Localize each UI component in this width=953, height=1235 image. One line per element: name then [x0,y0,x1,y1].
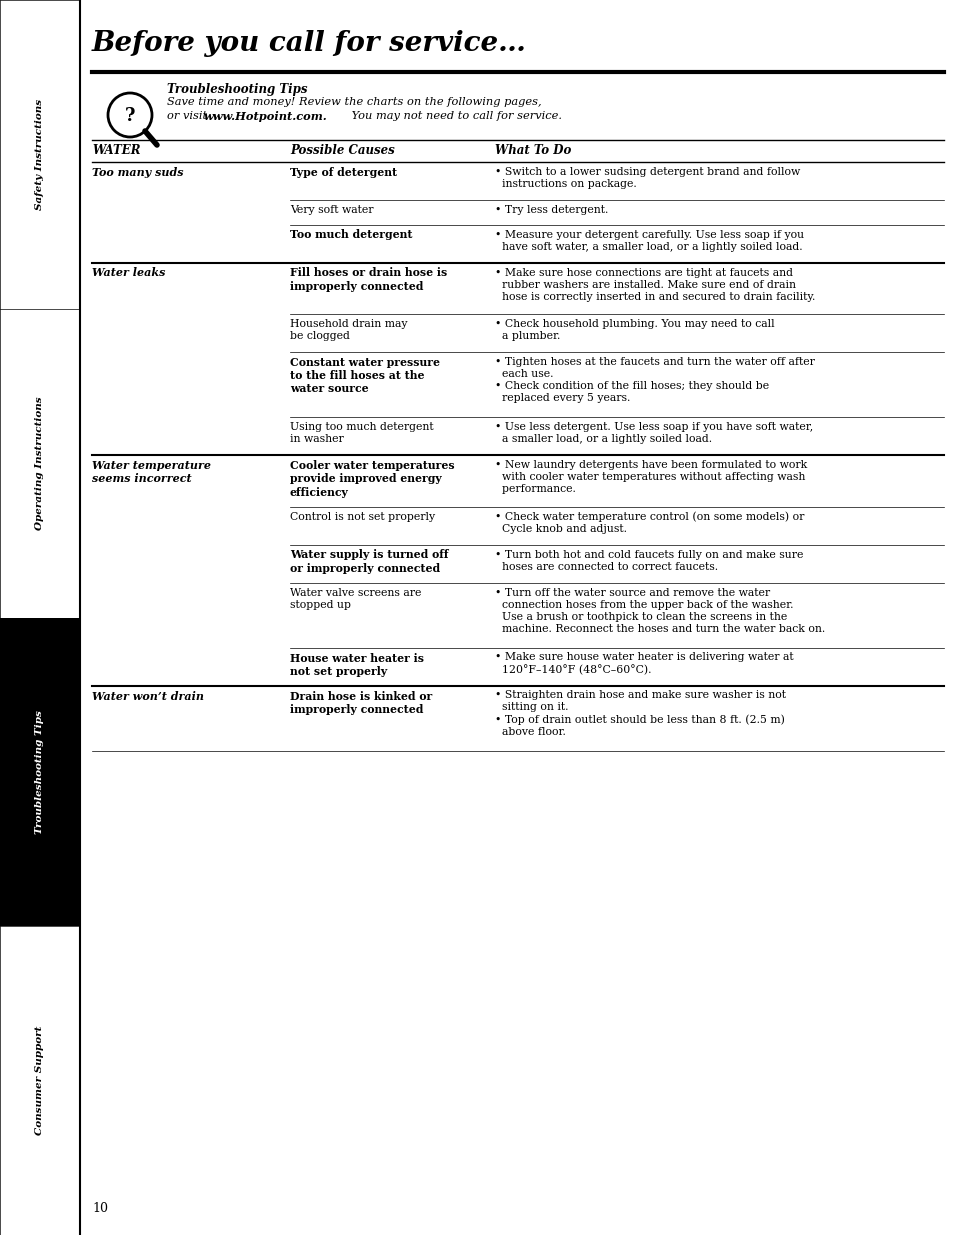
Text: Save time and money! Review the charts on the following pages,: Save time and money! Review the charts o… [167,98,541,107]
Text: House water heater is
not set properly: House water heater is not set properly [290,652,423,677]
Text: Water won’t drain: Water won’t drain [91,690,204,701]
Text: What To Do: What To Do [495,144,571,157]
Text: You may not need to call for service.: You may not need to call for service. [348,111,561,121]
Text: Troubleshooting Tips: Troubleshooting Tips [35,710,45,834]
Text: Water valve screens are
stopped up: Water valve screens are stopped up [290,588,421,610]
Text: • Check household plumbing. You may need to call
  a plumber.: • Check household plumbing. You may need… [495,319,774,341]
Text: Too much detergent: Too much detergent [290,230,412,241]
Text: Drain hose is kinked or
improperly connected: Drain hose is kinked or improperly conne… [290,690,432,715]
Text: Water temperature
seems incorrect: Water temperature seems incorrect [91,459,211,484]
Text: Cooler water temperatures
provide improved energy
efficiency: Cooler water temperatures provide improv… [290,459,455,498]
Text: WATER: WATER [91,144,140,157]
Text: • Measure your detergent carefully. Use less soap if you
  have soft water, a sm: • Measure your detergent carefully. Use … [495,230,803,252]
Text: www.Hotpoint.com.: www.Hotpoint.com. [204,111,328,122]
Text: Fill hoses or drain hose is
improperly connected: Fill hoses or drain hose is improperly c… [290,268,447,291]
Text: • Make sure house water heater is delivering water at
  120°F–140°F (48°C–60°C).: • Make sure house water heater is delive… [495,652,793,676]
Text: Water leaks: Water leaks [91,268,165,279]
Text: • Straighten drain hose and make sure washer is not
  sitting on it.
• Top of dr: • Straighten drain hose and make sure wa… [495,690,785,737]
Text: Very soft water: Very soft water [290,205,374,215]
Text: Too many suds: Too many suds [91,167,183,178]
Text: Water supply is turned off
or improperly connected: Water supply is turned off or improperly… [290,550,448,574]
Text: 10: 10 [91,1202,108,1215]
Text: Constant water pressure
to the fill hoses at the
water source: Constant water pressure to the fill hose… [290,357,439,394]
Text: • Switch to a lower sudsing detergent brand and follow
  instructions on package: • Switch to a lower sudsing detergent br… [495,167,800,189]
Text: Possible Causes: Possible Causes [290,144,395,157]
Text: Household drain may
be clogged: Household drain may be clogged [290,319,407,341]
Text: Before you call for service…: Before you call for service… [91,30,526,57]
Text: • Turn off the water source and remove the water
  connection hoses from the upp: • Turn off the water source and remove t… [495,588,824,634]
Text: Safety Instructions: Safety Instructions [35,99,45,210]
Text: • Turn both hot and cold faucets fully on and make sure
  hoses are connected to: • Turn both hot and cold faucets fully o… [495,550,802,572]
Text: • Try less detergent.: • Try less detergent. [495,205,608,215]
Text: Using too much detergent
in washer: Using too much detergent in washer [290,422,434,445]
Text: Type of detergent: Type of detergent [290,167,396,178]
Text: or visit: or visit [167,111,211,121]
Text: • Tighten hoses at the faucets and turn the water off after
  each use.
• Check : • Tighten hoses at the faucets and turn … [495,357,814,403]
Text: Operating Instructions: Operating Instructions [35,396,45,530]
Text: ?: ? [125,107,135,125]
Text: • Check water temperature control (on some models) or
  Cycle knob and adjust.: • Check water temperature control (on so… [495,511,803,534]
Text: Control is not set properly: Control is not set properly [290,511,435,521]
Bar [0,618,80,926]
Text: Troubleshooting Tips: Troubleshooting Tips [167,83,307,96]
Text: • Make sure hose connections are tight at faucets and
  rubber washers are insta: • Make sure hose connections are tight a… [495,268,815,301]
Text: • Use less detergent. Use less soap if you have soft water,
  a smaller load, or: • Use less detergent. Use less soap if y… [495,422,812,445]
Text: • New laundry detergents have been formulated to work
  with cooler water temper: • New laundry detergents have been formu… [495,459,806,494]
Text: Consumer Support: Consumer Support [35,1026,45,1135]
